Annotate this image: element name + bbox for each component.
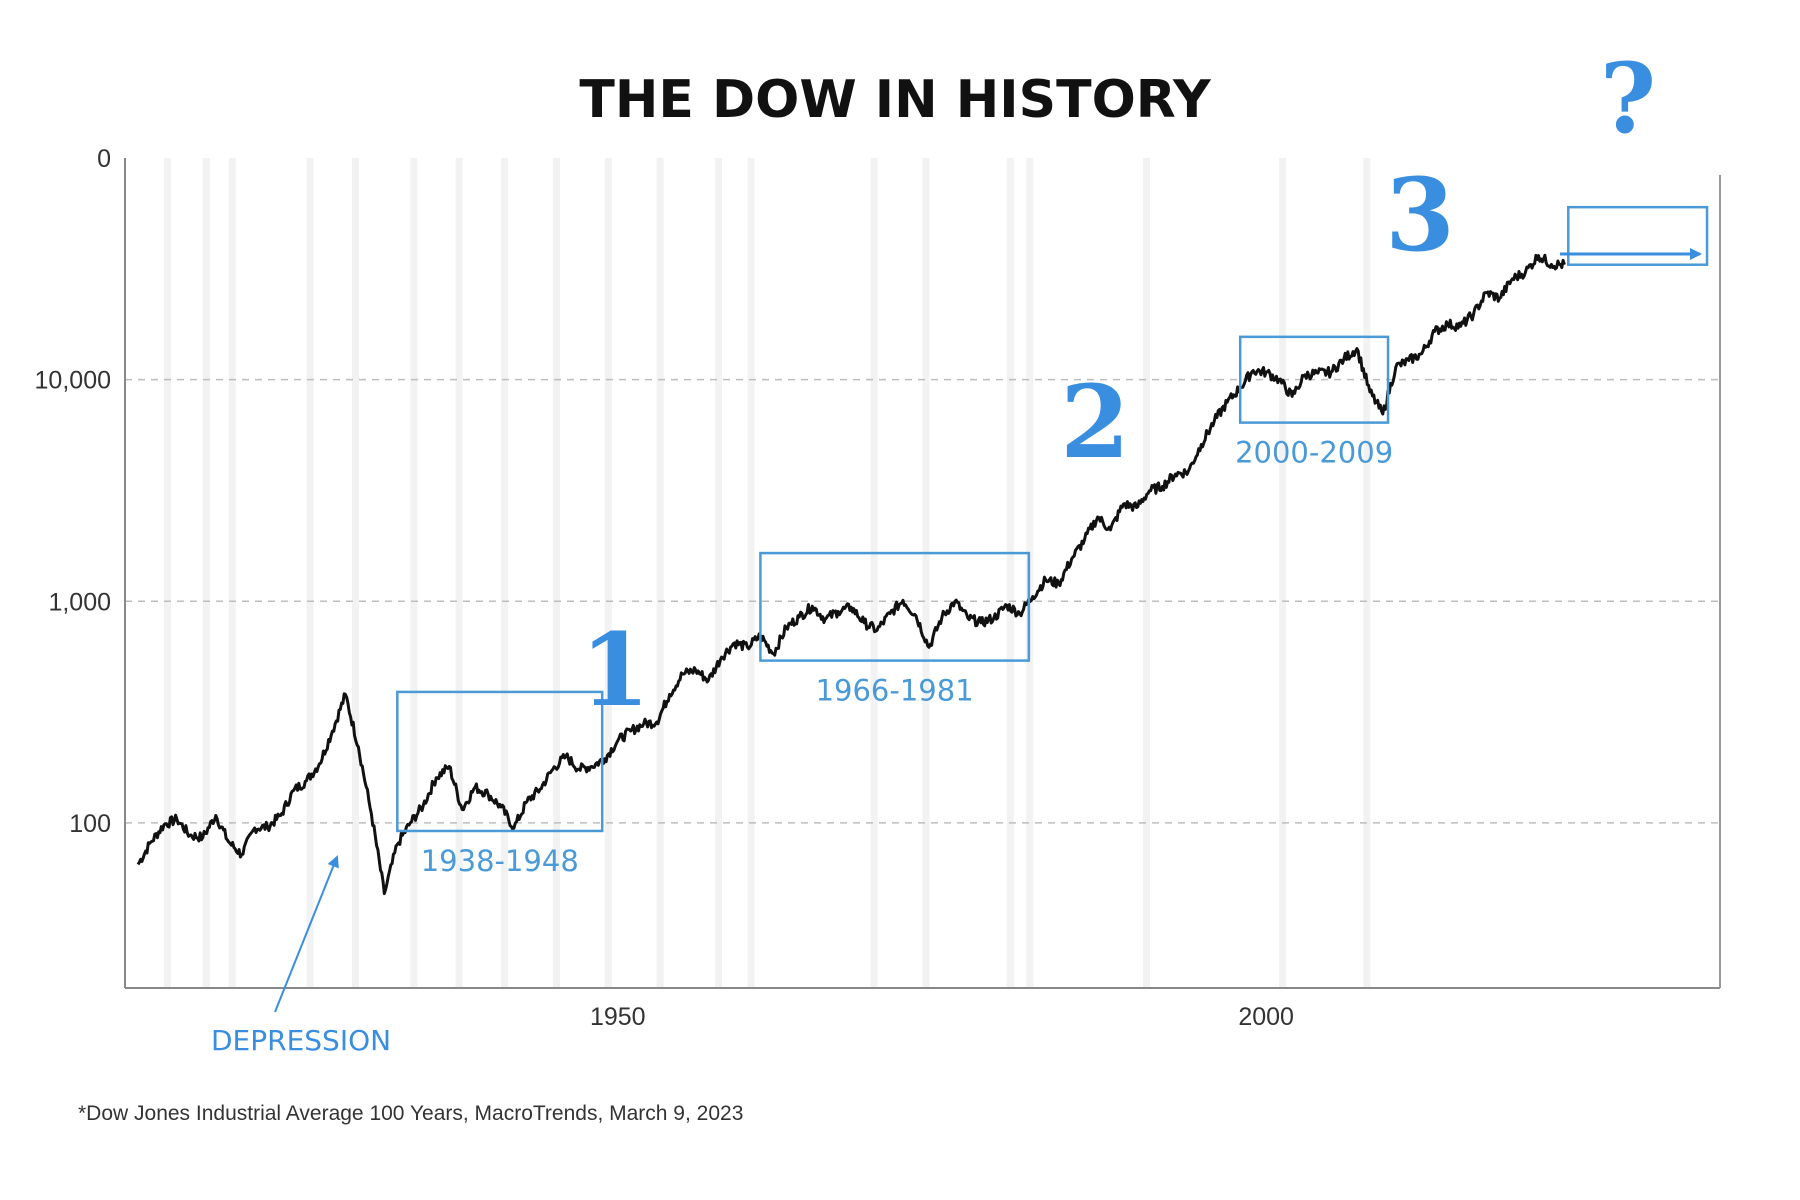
- depression-arrow: [274, 855, 339, 1013]
- phase-label-1: 1: [580, 611, 650, 729]
- annotation-box: [396, 690, 604, 833]
- background-band: [501, 158, 509, 988]
- y-tick-label: 10,000: [35, 367, 111, 395]
- background-band: [747, 158, 755, 988]
- x-tick-labels: 1950 2000: [590, 1003, 1294, 1031]
- y-tick-label: 100: [69, 810, 111, 838]
- background-band: [1142, 158, 1150, 988]
- source-footnote: *Dow Jones Industrial Average 100 Years,…: [78, 1102, 743, 1125]
- background-band: [202, 158, 210, 988]
- background-band: [163, 158, 171, 988]
- background-bands: [163, 158, 1371, 988]
- annotation-box: [1238, 335, 1390, 424]
- annotation-box: [1567, 205, 1709, 266]
- x-tick-label: 1950: [590, 1003, 646, 1031]
- phase-label-2: 2: [1060, 363, 1130, 481]
- background-band: [656, 158, 664, 988]
- phase-label-3: 3: [1385, 156, 1455, 274]
- background-band: [604, 158, 612, 988]
- gridlines: [125, 378, 1720, 824]
- annotation-box-label: 1966-1981: [816, 674, 974, 708]
- y-tick-labels: 100 1,000 10,000 0: [35, 145, 111, 838]
- depression-label: DEPRESSION: [211, 1024, 391, 1057]
- chart-title: THE DOW IN HISTORY: [579, 70, 1212, 130]
- annotation-box-label: 2000-2009: [1235, 436, 1393, 470]
- annotation-boxes: 1938-1948 1966-1981 2000-2009: [396, 205, 1709, 878]
- background-band: [410, 158, 418, 988]
- background-band: [306, 158, 314, 988]
- background-band: [922, 158, 930, 988]
- y-tick-label: 0: [97, 145, 111, 173]
- annotation-box-label: 1938-1948: [421, 844, 579, 878]
- background-band: [1279, 158, 1287, 988]
- x-tick-label: 2000: [1238, 1003, 1294, 1031]
- background-band: [715, 158, 723, 988]
- background-band: [552, 158, 560, 988]
- background-band: [228, 158, 236, 988]
- background-band: [1006, 158, 1014, 988]
- dow-series-line: [136, 253, 1566, 896]
- background-band: [870, 158, 878, 988]
- background-band: [351, 158, 359, 988]
- future-question-mark: ?: [1600, 42, 1656, 155]
- y-tick-label: 1,000: [48, 588, 111, 616]
- annotation-box: [759, 551, 1031, 662]
- background-band: [1363, 158, 1371, 988]
- background-band: [455, 158, 463, 988]
